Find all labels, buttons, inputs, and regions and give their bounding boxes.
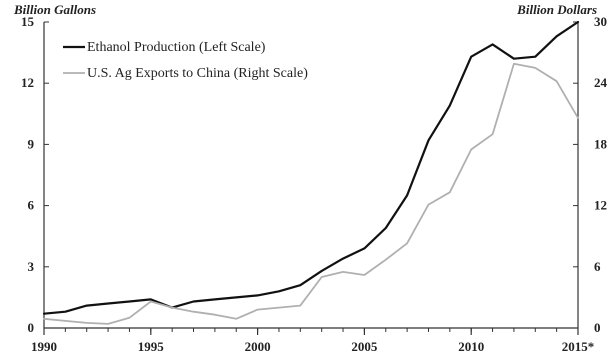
ethanol-production-line (42, 20, 580, 315)
left-tick-label: 0 (28, 320, 35, 335)
x-tick-label: 2010 (458, 339, 484, 354)
left-tick-label: 12 (21, 75, 34, 90)
ag-exports-line (43, 62, 579, 325)
x-tick-label: 2015* (562, 339, 595, 354)
right-tick-label: 0 (594, 320, 601, 335)
right-tick-label: 12 (594, 198, 607, 213)
left-tick-label: 3 (28, 259, 35, 274)
left-tick-label: 9 (28, 136, 35, 151)
x-tick-label: 2000 (245, 339, 271, 354)
chart-legend: Ethanol Production (Left Scale) U.S. Ag E… (63, 40, 308, 81)
left-tick-label: 6 (28, 198, 35, 213)
left-axis-unit-label: Billion Gallons (14, 2, 96, 17)
x-tick-label: 2005 (351, 339, 378, 354)
x-tick-label: 1995 (138, 339, 165, 354)
right-tick-label: 18 (594, 136, 608, 151)
series-layer (42, 20, 580, 325)
right-tick-label: 6 (594, 259, 601, 274)
legend-label: U.S. Ag Exports to China (Right Scale) (87, 66, 308, 81)
chart-axes: 0 3 6 9 12 15 0 6 12 18 24 30 1990 1995 2000 2005 2010 20… (21, 14, 608, 354)
x-tick-label: 1990 (31, 339, 57, 354)
left-tick-label: 15 (21, 14, 35, 29)
right-axis-unit-label: Billion Dollars (517, 2, 597, 17)
right-tick-label: 24 (594, 75, 608, 90)
legend-label: Ethanol Production (Left Scale) (87, 40, 266, 55)
right-tick-label: 30 (594, 14, 607, 29)
